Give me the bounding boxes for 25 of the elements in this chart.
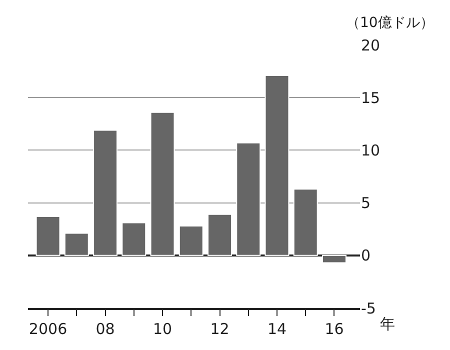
y-tick-label: 10: [361, 141, 380, 160]
bar: [178, 225, 204, 256]
y-tick-label: -5: [361, 299, 376, 318]
bar: [64, 232, 89, 256]
bar: [150, 112, 175, 256]
y-tick-label: 20: [361, 36, 380, 54]
x-tick-label: 14: [267, 320, 287, 338]
x-tick-label: 08: [96, 320, 115, 338]
bar: [36, 216, 60, 256]
x-tick-label: 2006: [28, 320, 68, 338]
x-axis-title: 年: [380, 315, 395, 333]
y-tick-label: 0: [361, 246, 371, 265]
y-tick-label: 15: [361, 88, 380, 107]
x-tick-label: 10: [152, 320, 172, 338]
x-tick-label: 16: [324, 320, 344, 338]
bar: [122, 222, 146, 256]
y-axis-title: （10億ドル）: [346, 15, 434, 31]
bar: [264, 75, 290, 256]
bar: [236, 142, 261, 256]
y-tick-label: 5: [361, 194, 371, 212]
bar: [322, 254, 346, 264]
bar: [93, 130, 118, 256]
bar: [208, 214, 232, 256]
bar: [293, 188, 318, 256]
x-tick-label: 12: [210, 320, 230, 338]
